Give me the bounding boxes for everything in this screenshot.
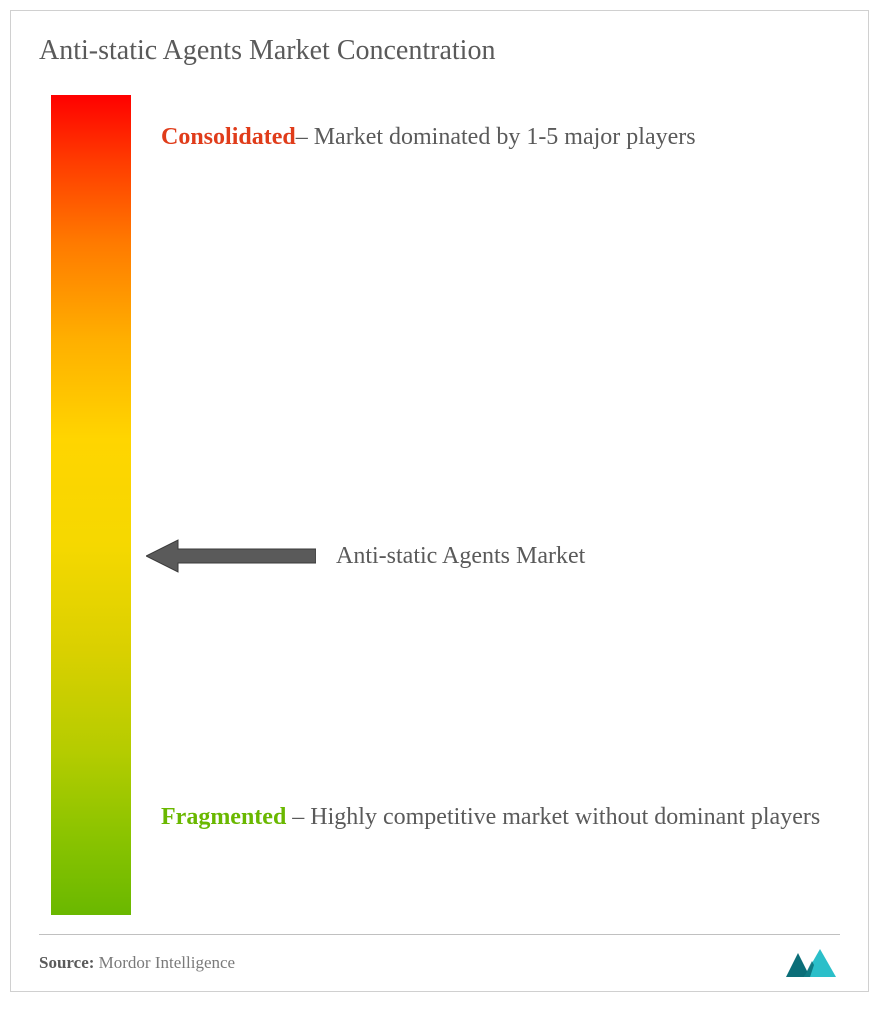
arrow-left-icon — [146, 537, 316, 575]
source-label: Source: — [39, 953, 94, 972]
source-text: Mordor Intelligence — [94, 953, 235, 972]
footer: Source: Mordor Intelligence — [39, 934, 840, 979]
consolidated-section: Consolidated– Market dominated by 1-5 ma… — [161, 111, 838, 164]
fragmented-label: Fragmented — [161, 804, 286, 830]
market-position-marker: Anti-static Agents Market — [146, 537, 585, 575]
fragmented-description: – Highly competitive market without domi… — [286, 804, 820, 830]
source-attribution: Source: Mordor Intelligence — [39, 953, 235, 973]
concentration-gradient-bar — [51, 95, 131, 915]
infographic-container: Anti-static Agents Market Concentration … — [10, 10, 869, 992]
fragmented-section: Fragmented – Highly competitive market w… — [161, 791, 838, 844]
mordor-logo-icon — [784, 947, 840, 979]
page-title: Anti-static Agents Market Concentration — [39, 35, 495, 67]
consolidated-description: – Market dominated by 1-5 major players — [296, 124, 696, 150]
consolidated-label: Consolidated — [161, 124, 296, 150]
marker-label: Anti-static Agents Market — [336, 543, 585, 570]
